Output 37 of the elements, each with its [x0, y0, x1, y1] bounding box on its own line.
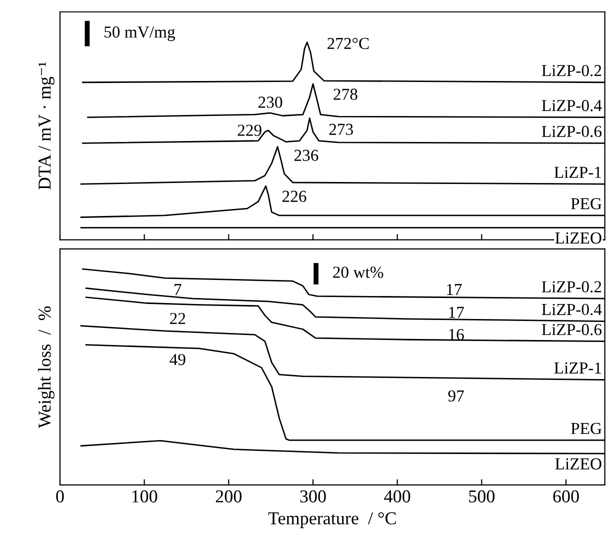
annotation: 236	[294, 150, 318, 161]
x-tick-label: 100	[132, 490, 158, 502]
annotation: 49	[170, 354, 186, 366]
annotation: 273	[329, 124, 353, 136]
x-tick-label: 500	[469, 490, 495, 502]
annotation: 230	[258, 96, 282, 108]
series-label: LiZEO	[555, 232, 602, 244]
y-axis-title: Weight loss / %	[38, 306, 54, 428]
x-tick-label: 600	[553, 490, 579, 502]
x-tick-label: 300	[300, 490, 326, 502]
series-label: LiZP-0.6	[542, 324, 602, 336]
x-tick-label: 0	[56, 490, 64, 502]
series-label: LiZP-0.2	[542, 281, 602, 293]
series-label: LiZP-0.2	[542, 64, 602, 76]
annotation: 272°C	[328, 38, 369, 50]
annotation: 229	[238, 124, 262, 136]
x-axis-title: Temperature / °C	[268, 512, 396, 528]
series-label: PEG	[571, 198, 602, 210]
series-label: PEG	[571, 422, 602, 434]
annotation: 226	[282, 190, 306, 202]
series-label: LiZP-0.4	[542, 100, 602, 112]
series-label: LiZP-1	[554, 166, 602, 178]
annotation: 97	[448, 390, 464, 402]
annotation: 17	[449, 306, 464, 318]
series-label: LiZEO	[555, 458, 602, 470]
annotation: 17	[447, 284, 462, 295]
x-tick-label: 400	[384, 490, 410, 502]
text: 50 mV/mg	[104, 26, 176, 42]
annotation: 7	[174, 284, 182, 295]
y-axis-title: DTA / mV · mg⁻¹	[38, 62, 54, 190]
series-label: LiZP-0.6	[542, 126, 602, 138]
series-label: LiZP-0.4	[542, 304, 602, 316]
series-label: LiZP-1	[554, 362, 602, 374]
x-tick-label: 200	[216, 490, 242, 502]
annotation: 20 wt%	[333, 266, 384, 278]
annotation: 278	[334, 88, 358, 100]
annotation: 22	[170, 312, 186, 324]
